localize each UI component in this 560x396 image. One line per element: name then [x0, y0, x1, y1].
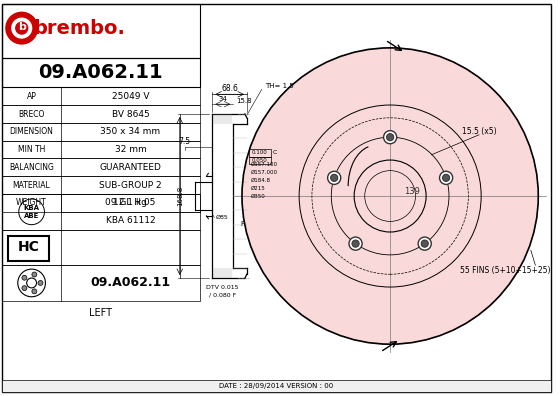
Text: BRECO: BRECO [18, 110, 45, 118]
Text: 25049 V: 25049 V [111, 92, 149, 101]
Bar [2, 4, 199, 58]
Circle shape [22, 286, 27, 291]
Text: KBA 61112: KBA 61112 [106, 216, 155, 225]
Circle shape [328, 171, 340, 185]
Circle shape [6, 12, 38, 44]
Circle shape [32, 289, 37, 294]
Text: 09.A062.11: 09.A062.11 [39, 63, 163, 82]
Text: 0.050: 0.050 [252, 158, 268, 163]
Text: 55 FINS (5+10+15+25): 55 FINS (5+10+15+25) [460, 266, 551, 274]
Text: Ø157.000: Ø157.000 [251, 170, 278, 175]
Text: ABE: ABE [24, 213, 39, 219]
Text: BV 8645: BV 8645 [111, 110, 150, 118]
Circle shape [32, 272, 37, 277]
Text: 09.A062.11: 09.A062.11 [90, 276, 170, 289]
Text: WEIGHT: WEIGHT [16, 198, 47, 208]
Text: 168.8: 168.8 [177, 186, 183, 206]
Text: 0.100: 0.100 [252, 150, 268, 155]
Circle shape [22, 275, 27, 280]
Text: 15.5 (x5): 15.5 (x5) [462, 128, 496, 136]
Text: b: b [18, 22, 26, 32]
Text: HC: HC [18, 240, 40, 254]
Text: TH= 1.5: TH= 1.5 [265, 84, 293, 89]
Text: LEFT: LEFT [89, 308, 112, 318]
Text: DTV 0.015: DTV 0.015 [206, 286, 239, 290]
Circle shape [12, 18, 31, 38]
Circle shape [16, 22, 27, 34]
Text: 7.5: 7.5 [179, 137, 191, 146]
Circle shape [242, 48, 538, 344]
Text: brembo.: brembo. [33, 19, 125, 38]
Bar [2, 88, 199, 105]
Text: F: F [240, 221, 244, 227]
Bar [2, 141, 199, 158]
Circle shape [349, 237, 362, 250]
Circle shape [442, 174, 450, 181]
Circle shape [418, 237, 431, 250]
Text: Ø184.8: Ø184.8 [251, 178, 271, 183]
Bar [249, 148, 270, 156]
Text: GUARANTEED: GUARANTEED [100, 163, 161, 172]
Text: 139: 139 [404, 187, 420, 196]
Text: AP: AP [27, 92, 36, 101]
Bar [2, 58, 199, 88]
Text: Ø157.100: Ø157.100 [251, 162, 278, 167]
Text: 68.6: 68.6 [221, 84, 238, 93]
Text: 15.8: 15.8 [236, 98, 252, 104]
Circle shape [38, 280, 43, 286]
Text: Ø215: Ø215 [251, 186, 265, 190]
Bar [2, 194, 199, 230]
Bar [2, 194, 199, 212]
Bar [2, 176, 199, 194]
Text: SUB-GROUP 2: SUB-GROUP 2 [99, 181, 162, 190]
Text: / 0.080 F: / 0.080 F [209, 292, 236, 297]
Text: Ø85: Ø85 [215, 215, 228, 220]
Text: DATE : 28/09/2014 VERSION : 00: DATE : 28/09/2014 VERSION : 00 [220, 383, 334, 388]
Text: 32 mm: 32 mm [114, 145, 146, 154]
Text: BALANCING: BALANCING [9, 163, 54, 172]
Text: C: C [272, 150, 277, 155]
Circle shape [384, 131, 396, 144]
Text: 09 GL H 05: 09 GL H 05 [105, 198, 156, 208]
Bar [2, 105, 199, 123]
Text: KBA: KBA [24, 205, 40, 211]
Circle shape [421, 240, 428, 247]
Bar [2, 158, 199, 176]
Circle shape [440, 171, 452, 185]
Circle shape [330, 174, 338, 181]
Text: Ø350: Ø350 [251, 194, 265, 198]
Circle shape [386, 133, 394, 141]
Bar [2, 265, 199, 301]
Text: DIMENSION: DIMENSION [10, 128, 54, 136]
FancyBboxPatch shape [8, 236, 49, 261]
Bar [2, 380, 551, 392]
Text: MIN TH: MIN TH [18, 145, 45, 154]
Bar [2, 230, 199, 265]
Text: 12.1 kg: 12.1 kg [114, 198, 147, 208]
Bar [249, 156, 270, 164]
Text: 34: 34 [218, 96, 227, 102]
Text: 350 x 34 mm: 350 x 34 mm [100, 128, 160, 136]
Circle shape [352, 240, 359, 247]
Bar [2, 123, 199, 141]
Text: MATERIAL: MATERIAL [13, 181, 50, 190]
